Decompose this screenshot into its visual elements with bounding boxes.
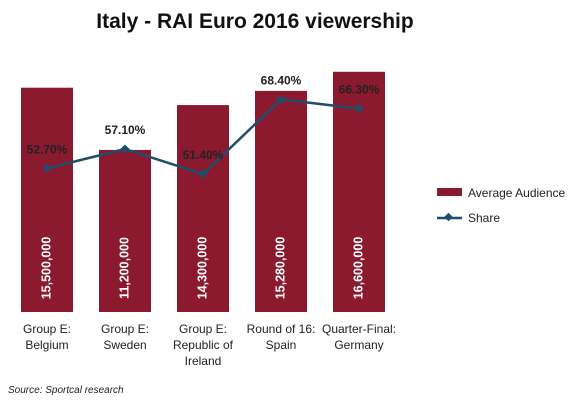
legend-marker-share (444, 212, 453, 222)
share-value-label-1: 57.10% (105, 123, 146, 137)
category-label-1-line-0: Group E: (101, 322, 149, 336)
share-value-label-2: 51.40% (183, 148, 224, 162)
bar-value-label-4: 16,600,000 (351, 237, 365, 300)
legend: Average Audience Share (437, 186, 566, 225)
category-label-4-line-0: Quarter-Final: (322, 322, 396, 336)
bar-value-label-3: 15,280,000 (273, 237, 287, 300)
bar-3 (255, 90, 307, 313)
source-note: Source: Sportcal research (8, 385, 124, 396)
category-label-4-line-1: Germany (334, 338, 383, 352)
category-label-0-line-1: Belgium (25, 338, 68, 352)
category-label-2-line-2: Ireland (185, 354, 222, 368)
bar-labels-layer: 15,500,000 11,200,000 14,300,000 15,280,000… (39, 237, 365, 300)
share-marker-1 (120, 144, 130, 154)
bar-0 (21, 87, 73, 313)
category-label-3-line-0: Round of 16: (247, 322, 316, 336)
share-value-label-0: 52.70% (27, 142, 68, 156)
bar-2 (177, 105, 229, 312)
category-label-0-line-0: Group E: (23, 322, 71, 336)
legend-swatch-audience (437, 188, 462, 196)
category-labels-layer: Group E: Belgium Group E: Sweden Group E: Rep… (23, 322, 396, 368)
bar-value-label-2: 14,300,000 (195, 237, 209, 300)
share-marker-3 (276, 94, 286, 104)
category-label-1-line-1: Sweden (103, 338, 146, 352)
share-marker-2 (198, 169, 208, 179)
bar-value-label-0: 15,500,000 (39, 237, 53, 300)
category-label-2-line-1: Republic of (173, 338, 234, 352)
bar-1 (99, 149, 151, 312)
share-labels-layer: 52.70% 57.10% 51.40% 68.40% 66.30% (27, 73, 380, 162)
share-value-label-4: 66.30% (339, 83, 380, 97)
legend-label-audience: Average Audience (468, 186, 566, 200)
bars-layer (21, 71, 385, 313)
legend-label-share: Share (468, 211, 500, 225)
category-label-2-line-0: Group E: (179, 322, 227, 336)
category-label-3-line-1: Spain (266, 338, 297, 352)
bar-value-label-1: 11,200,000 (117, 237, 131, 299)
chart-title: Italy - RAI Euro 2016 viewership (96, 10, 413, 33)
share-value-label-3: 68.40% (261, 73, 302, 87)
